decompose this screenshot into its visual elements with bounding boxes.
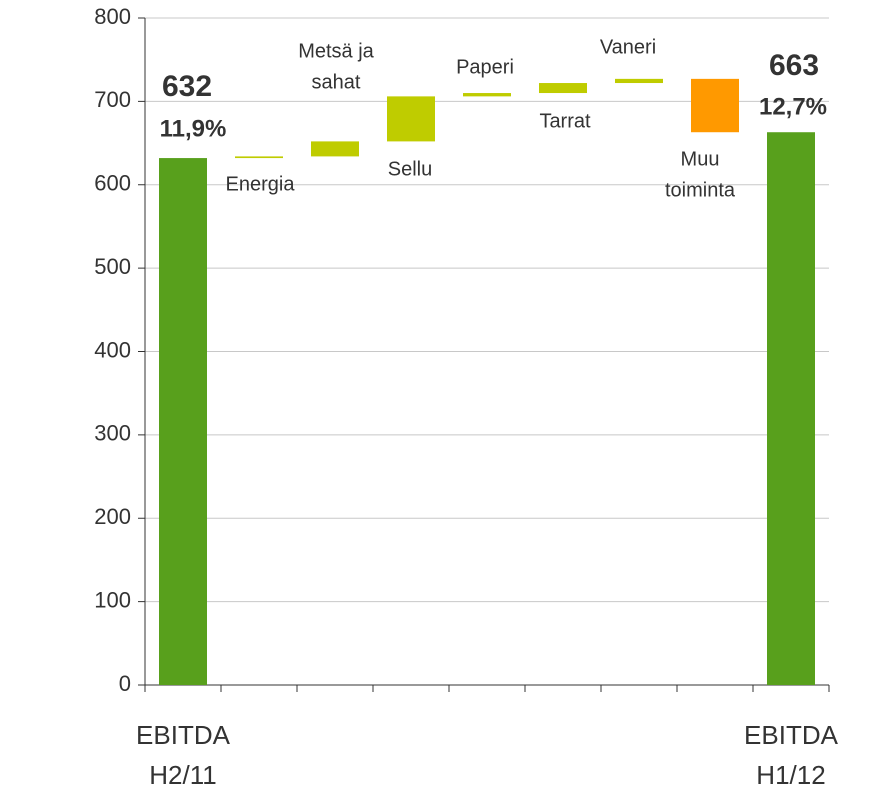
- category-label: Paperi: [456, 56, 514, 78]
- category-label: sahat: [312, 71, 361, 93]
- x-tick-label: EBITDA: [136, 720, 231, 750]
- bar: [539, 83, 587, 94]
- bar: [615, 78, 663, 84]
- x-tick-label: H1/12: [756, 760, 825, 790]
- bar: [159, 158, 207, 685]
- category-label: Vaneri: [600, 36, 656, 58]
- category-label: Energia: [226, 173, 296, 195]
- value-label: 632: [162, 70, 212, 103]
- category-label: Sellu: [388, 158, 432, 180]
- y-tick-label: 0: [119, 671, 131, 696]
- category-label: Metsä ja: [298, 40, 374, 62]
- category-label: Tarrat: [539, 110, 591, 132]
- value-label: 663: [769, 49, 819, 82]
- bar: [691, 78, 739, 133]
- y-tick-label: 700: [94, 87, 131, 112]
- margin-label: 11,9%: [160, 115, 227, 142]
- y-tick-label: 400: [94, 337, 131, 362]
- bar: [767, 132, 815, 685]
- y-tick-label: 200: [94, 504, 131, 529]
- x-tick-label: H2/11: [149, 760, 216, 790]
- bar: [463, 93, 511, 97]
- category-label: toiminta: [665, 179, 736, 201]
- margin-label: 12,7%: [759, 93, 827, 120]
- bar: [387, 96, 435, 142]
- y-tick-label: 800: [94, 4, 131, 29]
- x-tick-label: EBITDA: [744, 720, 839, 750]
- category-label: Muu: [681, 148, 720, 170]
- bar: [235, 156, 283, 159]
- y-tick-label: 600: [94, 171, 131, 196]
- bar: [311, 141, 359, 157]
- y-tick-label: 300: [94, 421, 131, 446]
- y-tick-label: 500: [94, 254, 131, 279]
- y-tick-label: 100: [94, 587, 131, 612]
